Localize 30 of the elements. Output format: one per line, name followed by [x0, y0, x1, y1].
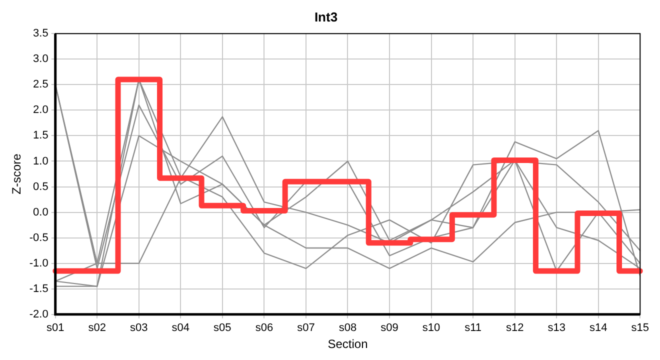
y-tick-label: 0.5 — [33, 180, 48, 193]
y-tick-label: -2.0 — [29, 308, 48, 320]
x-tick-label: s02 — [88, 322, 106, 334]
x-axis-title: Section — [328, 337, 368, 352]
x-tick-label: s15 — [631, 322, 650, 334]
x-tick-label: s01 — [46, 322, 64, 334]
y-tick-label: -0.5 — [29, 232, 48, 244]
chart-title: Int3 — [314, 9, 338, 24]
x-tick-label: s04 — [172, 322, 190, 334]
x-tick-label: s05 — [214, 322, 232, 334]
x-tick-label: s14 — [589, 322, 608, 334]
y-tick-label: 1.0 — [33, 155, 48, 168]
x-tick-label: s08 — [338, 322, 357, 334]
y-tick-label: 2.5 — [33, 78, 48, 91]
y-tick-label: -1.5 — [29, 282, 48, 295]
y-tick-label: 1.5 — [33, 130, 48, 142]
x-tick-label: s11 — [464, 322, 482, 334]
x-tick-label: s12 — [506, 322, 524, 334]
x-tick-label: s06 — [255, 322, 274, 334]
x-tick-label: s07 — [297, 322, 315, 334]
y-axis-title: Z-score — [10, 153, 24, 194]
y-tick-label: 2.0 — [33, 104, 48, 116]
x-tick-label: s03 — [130, 322, 148, 334]
x-tick-label: s09 — [380, 322, 398, 334]
y-tick-label: 3.5 — [33, 28, 48, 40]
y-tick-label: -1.0 — [29, 257, 48, 270]
y-tick-label: 0.0 — [33, 206, 48, 218]
x-tick-label: s10 — [422, 322, 440, 334]
y-tick-label: 3.0 — [33, 53, 48, 66]
x-tick-label: s13 — [548, 322, 566, 334]
